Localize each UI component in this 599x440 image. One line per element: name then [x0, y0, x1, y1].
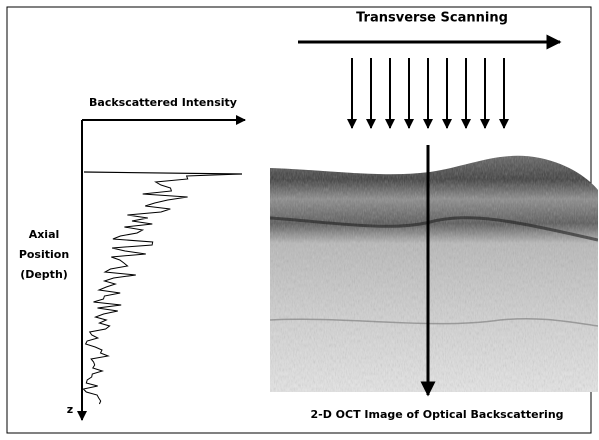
intensity-axis-label: Backscattered Intensity: [89, 96, 237, 109]
depth-label-line: Position: [19, 248, 69, 261]
beam-arrows: [352, 58, 504, 128]
oct-image: [270, 150, 599, 395]
surface-line: [84, 172, 242, 174]
image-caption: 2-D OCT Image of Optical Backscattering: [310, 408, 563, 421]
depth-label-line: (Depth): [20, 268, 68, 281]
intensity-trace: [83, 174, 242, 404]
top-label: Transverse Scanning: [356, 11, 508, 26]
depth-symbol: z: [67, 403, 73, 416]
depth-label-line: Axial: [29, 228, 60, 241]
oct-diagram: Transverse Scanning Backscattered Intens…: [0, 0, 599, 440]
